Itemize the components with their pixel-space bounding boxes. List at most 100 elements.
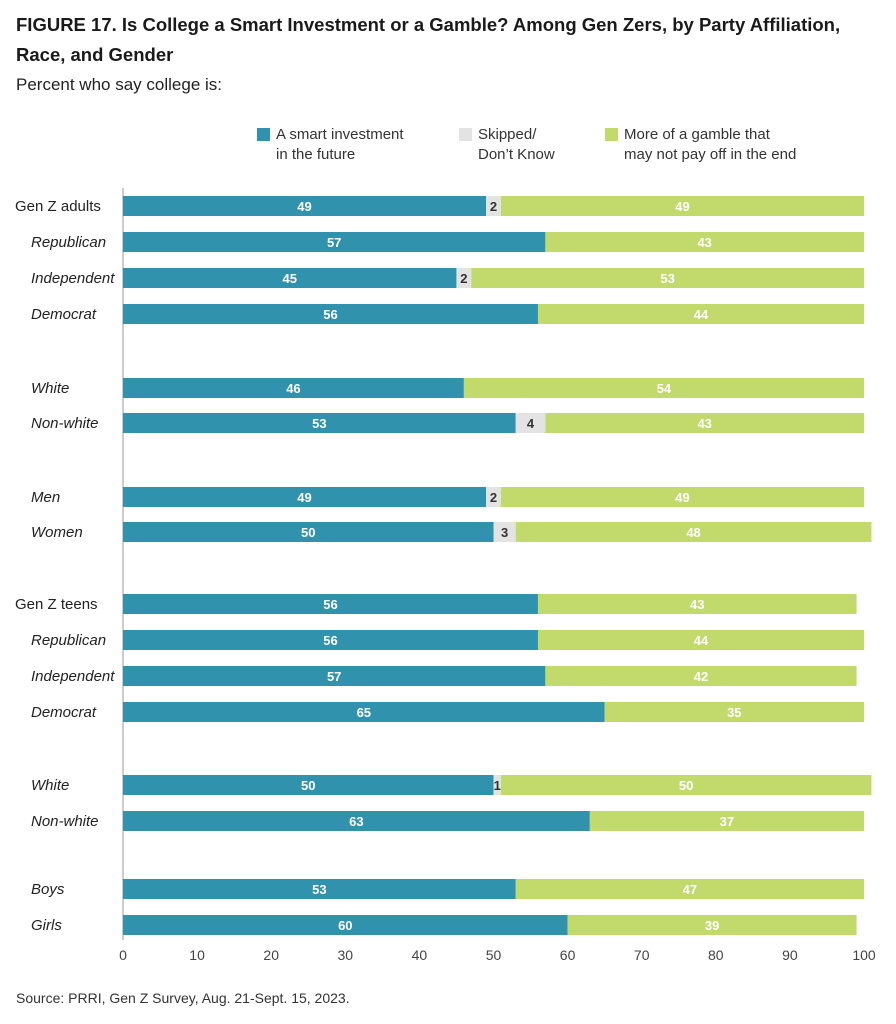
bar-value-label: 53 <box>312 416 326 431</box>
bar-value-label: 63 <box>349 814 363 829</box>
bar-segment <box>500 196 864 216</box>
stacked-bar-chart: 0 10 20 30 40 50 60 70 80 90 100 Gen Z adults 49 2 49 R… <box>15 188 876 963</box>
chart-subtitle: Percent who say college is: <box>16 75 222 94</box>
bar-value-label: 1 <box>494 778 501 793</box>
x-tick-label: 10 <box>189 947 205 963</box>
bar-segment <box>123 378 464 398</box>
bar-value-label: 44 <box>694 633 709 648</box>
bar-value-label: 35 <box>727 705 741 720</box>
bar-value-label: 4 <box>527 416 535 431</box>
bar-value-label: 43 <box>690 597 704 612</box>
bar-value-label: 49 <box>297 490 311 505</box>
bar-value-label: 47 <box>683 882 697 897</box>
bar-segment <box>545 666 857 686</box>
bar-value-label: 2 <box>460 271 467 286</box>
source-note: Source: PRRI, Gen Z Survey, Aug. 21-Sept… <box>16 990 350 1006</box>
bar-value-label: 39 <box>705 918 719 933</box>
bar-value-label: 49 <box>675 199 689 214</box>
bar-value-label: 65 <box>357 705 371 720</box>
category-label: White <box>31 380 69 397</box>
bar-value-label: 44 <box>694 307 709 322</box>
bar-segment <box>567 915 857 935</box>
category-label: Boys <box>31 881 65 898</box>
bar-value-label: 42 <box>694 669 708 684</box>
category-label: Democrat <box>31 704 97 721</box>
bar-value-label: 50 <box>679 778 693 793</box>
bar-segment <box>589 811 864 831</box>
bar-segment <box>123 304 538 324</box>
category-label: Democrat <box>31 306 97 323</box>
bar-segment <box>515 879 864 899</box>
bar-segment <box>493 775 501 795</box>
category-label: Women <box>31 524 83 541</box>
bar-segment <box>456 268 472 288</box>
bar-segment <box>463 378 864 398</box>
bar-segment <box>515 522 872 542</box>
bar-segment <box>545 413 864 433</box>
legend-swatch-gamble <box>605 128 618 141</box>
bar-value-label: 45 <box>282 271 296 286</box>
bar-segment <box>123 811 590 831</box>
bar-segment <box>500 775 872 795</box>
x-tick-label: 50 <box>486 947 502 963</box>
bar-value-label: 56 <box>323 633 337 648</box>
bar-segment <box>537 594 857 614</box>
bar-value-label: 53 <box>660 271 674 286</box>
category-label: Gen Z adults <box>15 198 101 215</box>
bar-value-label: 49 <box>297 199 311 214</box>
legend-gamble-line2: may not pay off in the end <box>624 146 797 163</box>
x-tick-label: 40 <box>412 947 428 963</box>
category-label: Republican <box>31 234 106 251</box>
bar-segment <box>537 630 864 650</box>
bar-segment <box>123 594 538 614</box>
bar-value-label: 56 <box>323 307 337 322</box>
bar-segment <box>123 487 487 507</box>
bar-segment <box>493 522 516 542</box>
bar-value-label: 50 <box>301 525 315 540</box>
legend-smart-line1: A smart investment <box>276 126 404 143</box>
bar-value-label: 57 <box>327 235 341 250</box>
x-tick-label: 20 <box>263 947 279 963</box>
category-label: Non-white <box>31 813 99 830</box>
bar-value-label: 46 <box>286 381 300 396</box>
category-label: Men <box>31 489 60 506</box>
category-label: Gen Z teens <box>15 596 98 613</box>
bar-segment <box>123 413 516 433</box>
bar-segment <box>486 487 501 507</box>
bar-value-label: 43 <box>697 235 711 250</box>
bar-segment <box>123 702 605 722</box>
category-label: Independent <box>31 668 115 685</box>
legend-label-skipped: Skipped/ Don’t Know <box>478 125 555 165</box>
bar-segment <box>123 666 546 686</box>
bar-segment <box>515 413 546 433</box>
bar-value-label: 37 <box>720 814 734 829</box>
legend-gamble-line1: More of a gamble that <box>624 126 770 143</box>
x-tick-label: 80 <box>708 947 724 963</box>
bar-segment <box>123 196 487 216</box>
chart-title: FIGURE 17. Is College a Smart Investment… <box>16 14 841 65</box>
bar-segment <box>123 522 494 542</box>
category-label: Girls <box>31 917 62 934</box>
x-tick-label: 70 <box>634 947 650 963</box>
bar-value-label: 2 <box>490 490 497 505</box>
bar-value-label: 43 <box>697 416 711 431</box>
bar-segment <box>604 702 864 722</box>
bar-value-label: 48 <box>686 525 700 540</box>
legend-label-gamble: More of a gamble that may not pay off in… <box>624 125 796 165</box>
category-label: Non-white <box>31 415 99 432</box>
legend-skip-line1: Skipped/ <box>478 126 537 143</box>
legend-swatch-smart <box>257 128 270 141</box>
category-label: Independent <box>31 270 115 287</box>
category-label: White <box>31 777 69 794</box>
bar-segment <box>123 775 494 795</box>
bar-value-label: 2 <box>490 199 497 214</box>
bar-segment <box>545 232 864 252</box>
bar-segment <box>123 630 538 650</box>
x-tick-label: 100 <box>852 947 876 963</box>
bar-value-label: 60 <box>338 918 352 933</box>
legend-skip-line2: Don’t Know <box>478 146 555 163</box>
x-tick-label: 30 <box>338 947 354 963</box>
bar-value-label: 57 <box>327 669 341 684</box>
bar-segment <box>123 915 568 935</box>
legend-swatch-skipped <box>459 128 472 141</box>
